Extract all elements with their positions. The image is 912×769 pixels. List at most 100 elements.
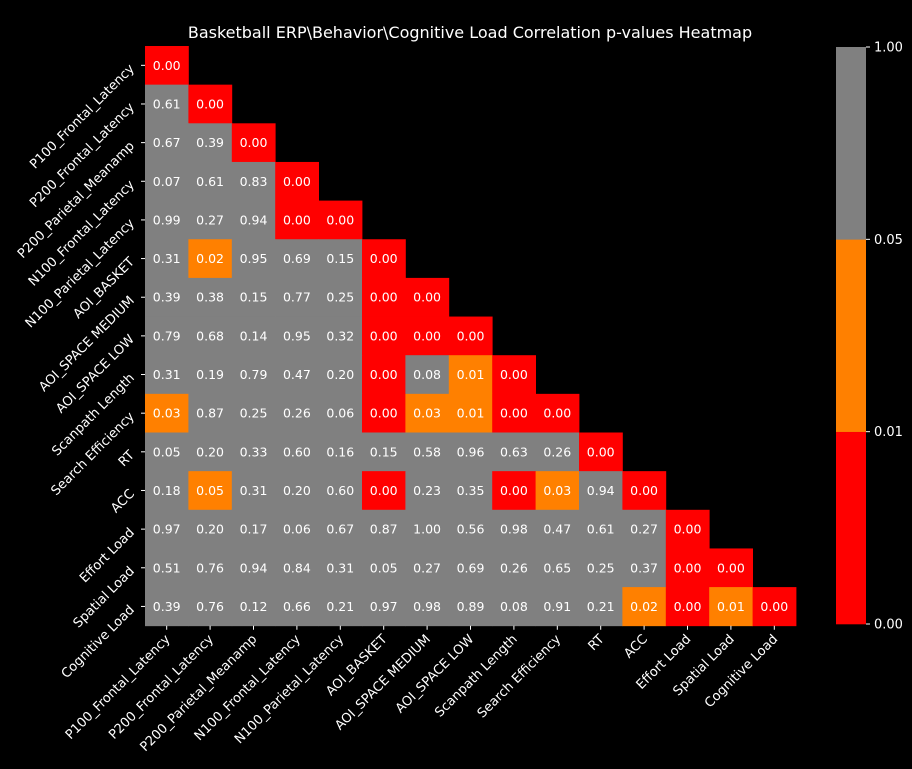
cell-value-13-8: 0.26 xyxy=(500,560,528,575)
heatmap-cell-8-5 xyxy=(362,355,406,395)
heatmap-cell-10-3 xyxy=(275,432,319,472)
heatmap-cell-10-0 xyxy=(145,432,189,472)
heatmap-cell-13-5 xyxy=(362,548,406,588)
cell-value-2-0: 0.67 xyxy=(153,135,181,150)
colorbar-band-2 xyxy=(836,47,866,240)
heatmap-cell-12-3 xyxy=(275,509,319,549)
heatmap-cell-14-14 xyxy=(752,587,797,627)
colorbar: 0.00 0.01 0.05 1.00 xyxy=(836,41,903,633)
cell-value-12-10: 0.61 xyxy=(587,522,615,537)
heatmap-cell-2-2 xyxy=(231,123,276,163)
cell-value-3-2: 0.83 xyxy=(240,174,268,189)
heatmap-cell-3-3 xyxy=(275,161,319,201)
heatmap-cell-10-8 xyxy=(492,432,536,472)
heatmap-cell-13-1 xyxy=(188,548,233,588)
heatmap-cell-8-6 xyxy=(405,355,450,395)
cell-value-10-7: 0.96 xyxy=(457,444,485,459)
heatmap-cell-7-2 xyxy=(231,316,276,356)
heatmap-cell-13-13 xyxy=(709,548,753,588)
cell-value-7-0: 0.79 xyxy=(153,328,181,343)
heatmap-cell-12-8 xyxy=(492,509,536,549)
heatmap-cell-6-1 xyxy=(188,277,233,317)
heatmap-cell-10-10 xyxy=(579,432,623,472)
heatmap-cell-13-2 xyxy=(231,548,276,588)
colorbar-tick-label-2: 0.05 xyxy=(874,233,903,248)
heatmap-cell-10-5 xyxy=(362,432,406,472)
cell-value-12-4: 0.67 xyxy=(326,522,354,537)
cell-value-11-9: 0.03 xyxy=(543,483,571,498)
heatmap-cell-13-11 xyxy=(622,548,667,588)
cell-value-11-2: 0.31 xyxy=(240,483,268,498)
cell-value-4-2: 0.94 xyxy=(240,212,268,227)
cell-value-11-7: 0.35 xyxy=(457,483,485,498)
cell-value-9-4: 0.06 xyxy=(326,406,354,421)
cell-value-5-2: 0.95 xyxy=(240,251,268,266)
heatmap-cell-13-9 xyxy=(535,548,580,588)
cell-value-14-9: 0.91 xyxy=(543,599,571,614)
heatmap-cell-13-12 xyxy=(665,548,710,588)
heatmap-cell-8-3 xyxy=(275,355,319,395)
heatmap-cell-13-7 xyxy=(448,548,493,588)
cell-value-11-5: 0.00 xyxy=(370,483,398,498)
cell-value-7-1: 0.68 xyxy=(196,328,224,343)
heatmap-cell-4-0 xyxy=(145,200,189,240)
cell-value-2-2: 0.00 xyxy=(240,135,268,150)
cell-value-10-5: 0.15 xyxy=(370,444,398,459)
heatmap-cell-14-5 xyxy=(362,587,406,627)
cell-value-14-11: 0.02 xyxy=(630,599,658,614)
cell-value-11-10: 0.94 xyxy=(587,483,615,498)
cell-value-8-6: 0.08 xyxy=(413,367,441,382)
cell-value-12-0: 0.97 xyxy=(153,522,181,537)
heatmap-cell-7-3 xyxy=(275,316,319,356)
heatmap-cell-3-1 xyxy=(188,161,233,201)
heatmap-cell-5-2 xyxy=(231,239,276,279)
cell-value-14-14: 0.00 xyxy=(760,599,788,614)
cell-value-13-11: 0.37 xyxy=(630,560,658,575)
heatmap-cell-9-1 xyxy=(188,393,233,433)
cell-value-9-2: 0.25 xyxy=(240,406,268,421)
cell-value-7-3: 0.95 xyxy=(283,328,311,343)
colorbar-tick-label-1: 0.01 xyxy=(874,425,903,440)
heatmap-cell-11-4 xyxy=(318,471,363,511)
heatmap-cell-7-7 xyxy=(448,316,493,356)
cell-value-10-8: 0.63 xyxy=(500,444,528,459)
y-tick-label-11: ACC xyxy=(108,487,138,517)
cell-value-6-4: 0.25 xyxy=(326,290,354,305)
cell-value-9-0: 0.03 xyxy=(153,406,181,421)
heatmap-cell-14-2 xyxy=(231,587,276,627)
heatmap-cell-13-8 xyxy=(492,548,536,588)
cell-value-3-1: 0.61 xyxy=(196,174,224,189)
colorbar-band-0 xyxy=(836,431,866,625)
cell-value-8-8: 0.00 xyxy=(500,367,528,382)
cell-value-14-8: 0.08 xyxy=(500,599,528,614)
cell-value-13-10: 0.25 xyxy=(587,560,615,575)
heatmap-cell-0-0 xyxy=(145,46,189,86)
x-tick-label-7: AOI_SPACE LOW xyxy=(393,632,478,717)
heatmap-cell-9-9 xyxy=(535,393,580,433)
heatmap-cell-6-6 xyxy=(405,277,450,317)
cell-value-6-5: 0.00 xyxy=(370,290,398,305)
heatmap-cell-8-4 xyxy=(318,355,363,395)
heatmap-cell-4-1 xyxy=(188,200,233,240)
cell-value-12-6: 1.00 xyxy=(413,522,441,537)
heatmap-cell-4-4 xyxy=(318,200,363,240)
cell-value-13-9: 0.65 xyxy=(543,560,571,575)
cell-value-14-7: 0.89 xyxy=(457,599,485,614)
heatmap-cell-5-1 xyxy=(188,239,233,279)
heatmap-cell-6-4 xyxy=(318,277,363,317)
heatmap-cell-2-1 xyxy=(188,123,233,163)
cell-value-5-3: 0.69 xyxy=(283,251,311,266)
cell-value-3-3: 0.00 xyxy=(283,174,311,189)
cell-value-11-0: 0.18 xyxy=(153,483,181,498)
cell-value-5-4: 0.15 xyxy=(326,251,354,266)
heatmap-cell-13-6 xyxy=(405,548,450,588)
cell-value-0-0: 0.00 xyxy=(153,58,181,73)
colorbar-tick-label-3: 1.00 xyxy=(874,41,903,56)
cell-value-13-12: 0.00 xyxy=(674,560,702,575)
cell-value-12-12: 0.00 xyxy=(674,522,702,537)
x-tick-label-11: ACC xyxy=(621,632,651,662)
cell-value-6-6: 0.00 xyxy=(413,290,441,305)
cell-value-11-6: 0.23 xyxy=(413,483,441,498)
heatmap-cell-7-5 xyxy=(362,316,406,356)
heatmap-cell-11-9 xyxy=(535,471,580,511)
